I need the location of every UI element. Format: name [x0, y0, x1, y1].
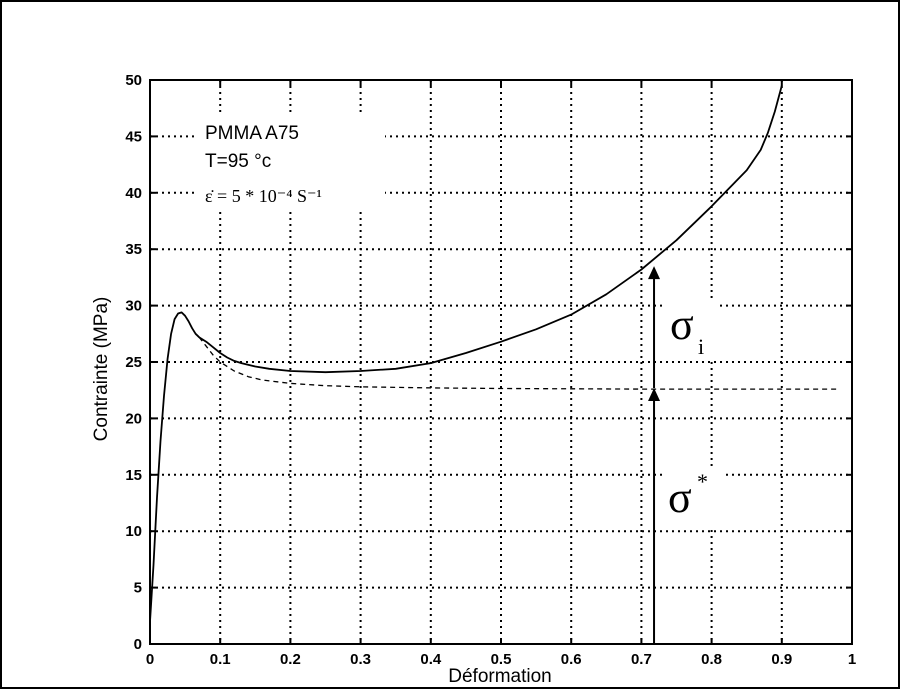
y-tick-label: 30 [125, 298, 142, 315]
x-tick-label: 0.4 [420, 651, 442, 668]
material-label: PMMA A75 [205, 123, 299, 144]
sigma-i-subscript: i [698, 334, 704, 359]
y-tick-label: 35 [125, 241, 142, 258]
x-tick-label: 1 [848, 651, 856, 668]
series-layer [149, 85, 838, 622]
y-tick-labels: 0 5 10 15 20 25 30 35 40 45 50 [125, 72, 142, 653]
y-tick-label: 40 [125, 185, 142, 202]
grid-lines [150, 80, 852, 644]
arrows-layer [648, 266, 661, 644]
x-axis-title: Déformation [448, 666, 552, 687]
arrow-head-sigma-i [648, 266, 661, 280]
annotation-box: PMMA A75 T=95 °c ε̇ = 5 * 10⁻⁴ S⁻¹ [195, 114, 385, 212]
y-tick-label: 20 [125, 410, 142, 427]
x-tick-label: 0.8 [701, 651, 722, 668]
y-tick-label: 10 [125, 523, 142, 540]
x-tick-label: 0.2 [280, 651, 301, 668]
y-tick-label: 5 [134, 580, 142, 597]
sigma-i-label: σ i [664, 298, 720, 360]
sigma-star-label: σ * [664, 468, 724, 528]
sigma-star-superscript: * [697, 469, 708, 494]
x-tick-label: 0.5 [491, 651, 512, 668]
tick-marks [149, 79, 853, 645]
sigma-star-background [664, 468, 724, 528]
y-tick-label: 0 [134, 636, 142, 653]
series-line-dashed [198, 336, 838, 390]
sigma-star-symbol: σ [668, 473, 692, 522]
temperature-label: T=95 °c [205, 151, 271, 172]
y-tick-label: 50 [125, 72, 142, 89]
x-tick-label: 0.9 [771, 651, 792, 668]
x-tick-label: 0.3 [350, 651, 371, 668]
sigma-i-symbol: σ [670, 300, 694, 349]
strain-rate-label: ε̇ = 5 * 10⁻⁴ S⁻¹ [205, 186, 322, 206]
series-line-solid [149, 85, 783, 622]
x-tick-label: 0.6 [561, 651, 582, 668]
annotation-background [195, 114, 385, 212]
sigma-i-background [664, 298, 720, 360]
y-tick-label: 15 [125, 467, 142, 484]
x-tick-labels: 0 0.1 0.2 0.3 0.4 0.5 0.6 0.7 0.8 0.9 1 [146, 651, 856, 668]
arrow-head-sigma-star [648, 387, 661, 401]
y-tick-label: 45 [125, 128, 142, 145]
x-tick-label: 0.7 [631, 651, 652, 668]
x-tick-label: 0 [146, 651, 154, 668]
x-tick-label: 0.1 [210, 651, 231, 668]
y-tick-label: 25 [125, 354, 142, 371]
y-axis-title: Contrainte (MPa) [91, 297, 112, 442]
